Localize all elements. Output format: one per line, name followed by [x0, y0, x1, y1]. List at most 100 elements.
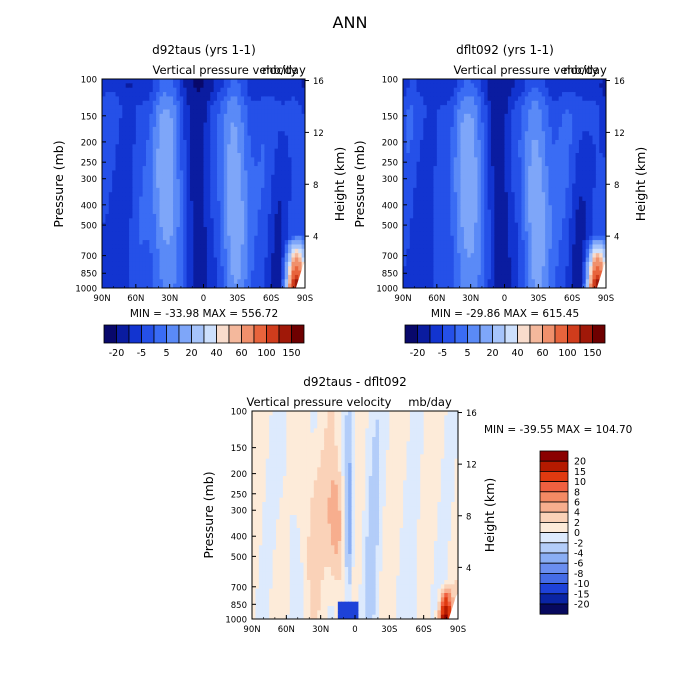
heatmap-cell: [240, 192, 245, 198]
heatmap-cell: [430, 183, 435, 189]
heatmap-cell: [122, 153, 127, 158]
heatmap-cell: [453, 170, 458, 176]
heatmap-cell: [453, 200, 458, 206]
heatmap-cell: [548, 205, 553, 211]
heatmap-cell: [595, 187, 600, 193]
heatmap-cell: [277, 166, 282, 172]
heatmap-cell: [237, 235, 242, 241]
heatmap-cell: [189, 126, 194, 132]
heatmap-cell: [460, 209, 465, 215]
heatmap-cell: [406, 161, 411, 167]
heatmap-cell: [196, 261, 201, 267]
heatmap-cell: [125, 253, 130, 259]
heatmap-cell: [470, 126, 475, 132]
heatmap-cell: [490, 153, 495, 158]
heatmap-cell: [565, 192, 570, 198]
heatmap-cell: [237, 196, 242, 202]
heatmap-cell: [490, 92, 495, 98]
heatmap-cell: [162, 196, 167, 202]
heatmap-cell: [490, 205, 495, 211]
heatmap-cell: [460, 200, 465, 206]
heatmap-cell: [284, 118, 289, 124]
heatmap-cell: [450, 92, 455, 98]
heatmap-cell: [511, 139, 516, 145]
heatmap-cell: [477, 183, 482, 189]
heatmap-cell: [166, 144, 171, 150]
heatmap-cell: [463, 139, 468, 145]
heatmap-cell: [139, 274, 144, 280]
heatmap-cell: [284, 113, 289, 119]
heatmap-cell: [487, 222, 492, 228]
heatmap-cell: [125, 135, 130, 141]
heatmap-cell: [139, 179, 144, 185]
heatmap-cell: [223, 113, 228, 119]
heatmap-cell: [159, 187, 164, 193]
heatmap-cell: [217, 131, 222, 137]
heatmap-cell: [480, 118, 485, 124]
heatmap-cell: [237, 96, 242, 102]
heatmap-cell: [578, 183, 583, 189]
heatmap-cell: [250, 240, 255, 246]
heatmap-cell: [301, 187, 305, 193]
heatmap-cell: [518, 118, 523, 124]
heatmap-cell: [149, 209, 154, 215]
heatmap-cell: [162, 170, 167, 176]
heatmap-cell: [203, 179, 208, 185]
heatmap-cell: [139, 283, 144, 288]
heatmap-cell: [501, 187, 506, 193]
heatmap-cell: [534, 135, 539, 141]
heatmap-cell: [193, 135, 198, 141]
heatmap-cell: [233, 179, 238, 185]
heatmap-cell: [501, 109, 506, 115]
heatmap-cell: [213, 87, 218, 93]
heatmap-cell: [277, 100, 282, 106]
heatmap-cell: [524, 122, 529, 128]
heatmap-cell: [470, 135, 475, 141]
heatmap-cell: [162, 240, 167, 246]
heatmap-cell: [599, 179, 604, 185]
heatmap-cell: [294, 248, 299, 254]
heatmap-cell: [490, 157, 495, 163]
heatmap-cell: [595, 161, 600, 167]
heatmap-cell: [152, 200, 157, 206]
heatmap-cell: [115, 205, 120, 211]
heatmap-cell: [179, 209, 184, 215]
heatmap-cell: [176, 144, 181, 150]
heatmap-cell: [159, 170, 164, 176]
heatmap-cell: [206, 96, 211, 102]
heatmap-cell: [142, 192, 147, 198]
heatmap-cell: [548, 83, 553, 89]
heatmap-cell: [592, 166, 597, 172]
heatmap-cell: [501, 157, 506, 163]
heatmap-cell: [105, 179, 110, 185]
heatmap-cell: [595, 135, 600, 141]
heatmap-cell: [426, 135, 431, 141]
heatmap-cell: [440, 187, 445, 193]
heatmap-cell: [112, 100, 117, 106]
heatmap-cell: [301, 174, 305, 180]
heatmap-cell: [534, 148, 539, 154]
heatmap-cell: [403, 218, 407, 224]
heatmap-cell: [565, 105, 570, 111]
heatmap-cell: [480, 92, 485, 98]
heatmap-cell: [548, 153, 553, 158]
heatmap-cell: [501, 153, 506, 158]
heatmap-cell: [189, 209, 194, 215]
heatmap-cell: [294, 200, 299, 206]
heatmap-cell: [487, 157, 492, 163]
heatmap-cell: [409, 209, 414, 215]
heatmap-cell: [555, 113, 560, 119]
heatmap-cell: [237, 100, 242, 106]
heatmap-cell: [575, 122, 580, 128]
heatmap-cell: [501, 192, 506, 198]
heatmap-cell: [301, 135, 305, 141]
heatmap-cell: [261, 248, 265, 254]
heatmap-cell: [135, 253, 140, 259]
heatmap-cell: [118, 170, 123, 176]
heatmap-cell: [254, 161, 259, 167]
heatmap-cell: [426, 183, 431, 189]
heatmap-cell: [467, 144, 472, 150]
heatmap-cell: [271, 126, 276, 132]
heatmap-cell: [264, 96, 269, 102]
heatmap-cell: [230, 240, 235, 246]
